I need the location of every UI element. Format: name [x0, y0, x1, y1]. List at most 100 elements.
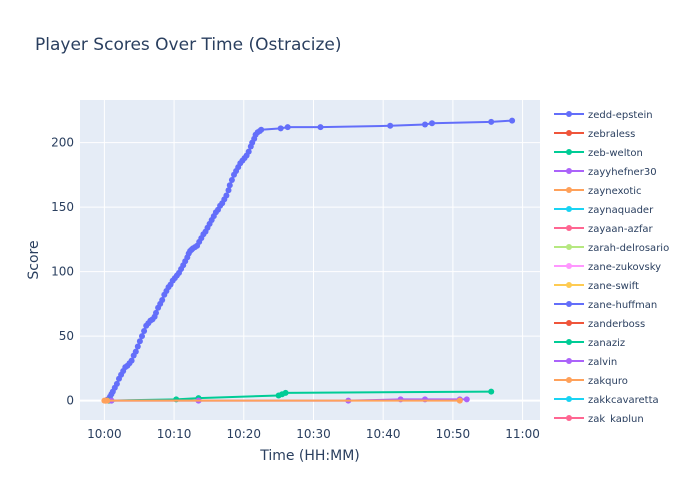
legend-label: zarah-delrosario [588, 243, 669, 254]
series-layer [101, 117, 516, 404]
data-point [228, 177, 235, 183]
legend-item[interactable]: zanaziz [554, 338, 625, 349]
legend-item[interactable]: zanderboss [554, 319, 645, 330]
data-point [456, 397, 463, 404]
legend-label: zaynaquader [588, 205, 654, 216]
data-point [429, 120, 435, 127]
data-point [223, 192, 230, 199]
legend-marker [566, 301, 572, 307]
y-tick-label: 0 [66, 394, 74, 408]
legend-label: zedd-epstein [588, 110, 653, 121]
legend-marker [566, 130, 572, 136]
data-point [128, 357, 135, 364]
legend-label: zane-swift [588, 281, 639, 292]
legend-item[interactable]: zayyhefner30 [554, 167, 657, 178]
y-tick-label: 200 [51, 136, 74, 150]
legend-label: zebraless [588, 129, 635, 140]
data-point [488, 388, 495, 395]
data-point [113, 380, 120, 387]
legend-item[interactable]: zak_kaplun [554, 414, 644, 425]
legend-label: zak_kaplun [588, 414, 644, 425]
y-tick-labels: 0 50 100 150 200 [51, 136, 74, 408]
plot-area [80, 100, 540, 420]
data-point [422, 121, 428, 128]
legend-item[interactable]: zarah-delrosario [554, 243, 669, 254]
x-tick-label: 10:50 [436, 427, 471, 441]
series-zedd-epstein [104, 117, 516, 403]
legend-label: zakkcavaretta [588, 395, 659, 406]
data-point [226, 182, 233, 189]
legend-marker [566, 187, 572, 193]
x-axis-title: Time (HH:MM) [259, 448, 360, 464]
legend-item[interactable]: zane-huffman [554, 300, 657, 311]
legend-marker [566, 415, 572, 421]
legend-label: zayyhefner30 [588, 167, 657, 178]
x-tick-label: 11:00 [505, 427, 540, 441]
legend-item[interactable]: zaynexotic [554, 186, 642, 197]
y-tick-label: 150 [51, 200, 74, 214]
data-point [282, 389, 289, 396]
legend-label: zaynexotic [588, 186, 642, 197]
legend-item[interactable]: zane-swift [554, 281, 639, 292]
data-point [509, 117, 516, 124]
legend-label: zayaan-azfar [588, 224, 654, 235]
x-tick-label: 10:00 [87, 427, 122, 441]
data-point [258, 126, 265, 133]
legend-label: zalvin [588, 357, 617, 368]
legend-item[interactable]: zeb-welton [554, 148, 643, 159]
legend-marker [566, 206, 572, 212]
legend-item[interactable]: zakquro [554, 376, 628, 387]
legend-marker [566, 149, 572, 155]
data-point [284, 124, 291, 131]
legend-marker [566, 339, 572, 345]
x-tick-label: 10:30 [296, 427, 331, 441]
legend-marker [566, 263, 572, 269]
legend-marker [566, 244, 572, 250]
legend-marker [566, 282, 572, 288]
data-point [159, 297, 166, 303]
x-tick-label: 10:20 [226, 427, 261, 441]
data-point [136, 338, 143, 345]
legend-marker [566, 111, 572, 117]
y-axis-title: Score [26, 240, 42, 279]
legend-label: zanaziz [588, 338, 625, 349]
data-point [104, 397, 111, 404]
legend-marker [566, 358, 572, 364]
data-point [132, 348, 139, 355]
legend-label: zane-zukovsky [588, 262, 661, 273]
legend[interactable]: zedd-epstein zebraless zeb-welton zayyhefne… [554, 110, 669, 425]
data-point [141, 328, 148, 334]
grid-lines [80, 100, 540, 420]
legend-item[interactable]: zebraless [554, 129, 635, 140]
data-point [134, 343, 141, 350]
legend-item[interactable]: zakkcavaretta [554, 395, 659, 406]
data-point [387, 122, 394, 129]
legend-item[interactable]: zedd-epstein [554, 110, 653, 121]
chart-title: Player Scores Over Time (Ostracize) [35, 35, 342, 55]
legend-marker [566, 320, 572, 326]
data-point [153, 309, 159, 316]
legend-item[interactable]: zane-zukovsky [554, 262, 661, 273]
legend-label: zane-huffman [588, 300, 657, 311]
legend-marker [566, 396, 572, 402]
x-tick-labels: 10:00 10:10 10:20 10:30 10:40 10:50 11:00 [87, 427, 540, 441]
x-tick-label: 10:40 [366, 427, 401, 441]
data-point [245, 148, 252, 155]
data-point [488, 118, 495, 125]
legend-item[interactable]: zalvin [554, 357, 617, 368]
legend-marker [566, 377, 572, 383]
legend-item[interactable]: zayaan-azfar [554, 224, 654, 235]
legend-label: zanderboss [588, 319, 645, 330]
legend-label: zakquro [588, 376, 628, 387]
legend-marker [566, 168, 572, 174]
data-point [463, 396, 470, 403]
legend-label: zeb-welton [588, 148, 643, 159]
series-zaynexotic [101, 397, 463, 404]
legend-item[interactable]: zaynaquader [554, 205, 654, 216]
legend-marker [566, 225, 572, 231]
data-point [225, 187, 232, 194]
y-tick-label: 50 [59, 329, 74, 343]
y-tick-label: 100 [51, 265, 74, 279]
